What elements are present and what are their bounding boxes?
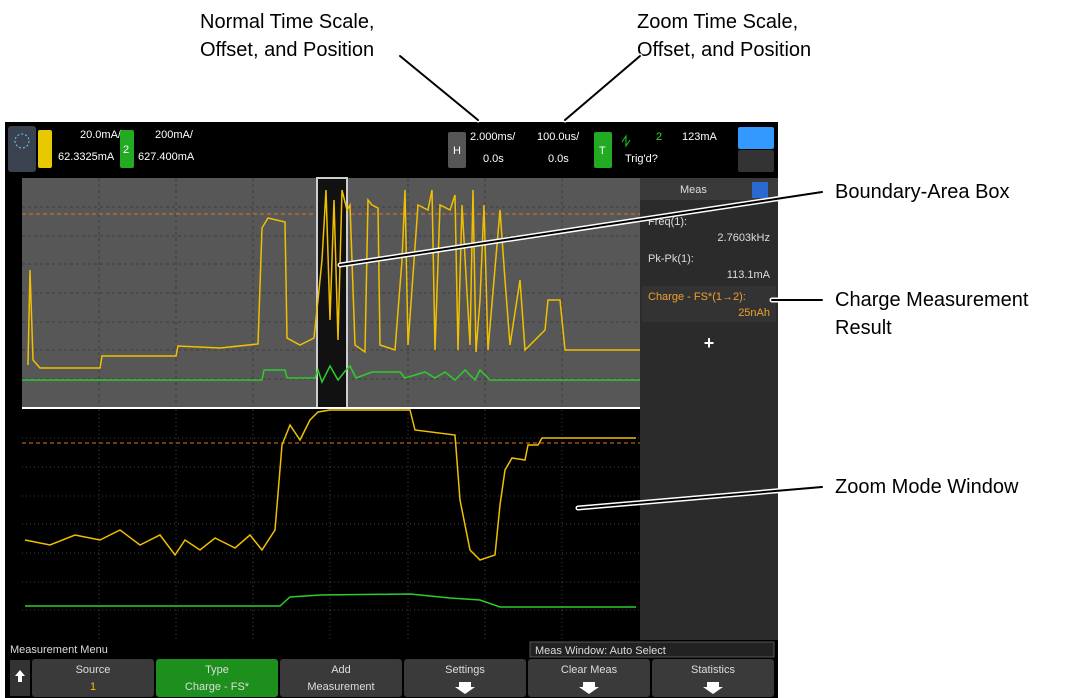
annotation: Zoom Mode Window xyxy=(835,476,1019,498)
softkey-value: Charge - FS* xyxy=(185,681,250,693)
meas-menu-button[interactable] xyxy=(752,182,768,198)
annotation: Normal Time Scale, xyxy=(200,11,375,33)
softkey-label: Source xyxy=(76,664,111,676)
zoom-offset: 0.0s xyxy=(548,153,569,165)
mode-button-2[interactable] xyxy=(738,150,774,172)
annotation: Offset, and Position xyxy=(637,39,811,61)
mode-button[interactable] xyxy=(738,127,774,149)
ch1-offset: 62.3325mA xyxy=(58,151,115,163)
meas-panel xyxy=(640,178,778,640)
annotation: Boundary-Area Box xyxy=(835,181,1010,203)
annotation: Charge Measurement xyxy=(835,289,1029,311)
meas-value: 113.1mA xyxy=(727,269,771,281)
trig-source: 2 xyxy=(656,131,662,143)
meas-label: Charge - FS*(1→2): xyxy=(648,291,746,303)
meas-value: 2.7603kHz xyxy=(717,232,770,244)
add-measurement[interactable]: + xyxy=(704,333,715,353)
zoom-scale: 100.0us/ xyxy=(537,131,580,143)
time-offset: 0.0s xyxy=(483,153,504,165)
logo-button[interactable] xyxy=(8,126,36,172)
ch1-scale: 20.0mA/ xyxy=(80,129,122,141)
time-scale: 2.000ms/ xyxy=(470,131,516,143)
annotation: Offset, and Position xyxy=(200,39,374,61)
softkey-value: Measurement xyxy=(307,681,374,693)
page: Normal Time Scale, Offset, and Position … xyxy=(0,0,1077,698)
meas-title: Meas xyxy=(680,184,707,196)
ch1-badge[interactable] xyxy=(38,130,52,168)
meas-window: Meas Window: Auto Select xyxy=(535,645,666,657)
softkey-label: Type xyxy=(205,664,229,676)
ch2-scale: 200mA/ xyxy=(155,129,194,141)
softkey-label: Add xyxy=(331,664,351,676)
trig-status: Trig'd? xyxy=(625,153,658,165)
annotation: Result xyxy=(835,317,892,339)
screenshot: Normal Time Scale, Offset, and Position … xyxy=(0,0,1077,698)
ch2-label: 2 xyxy=(123,144,129,156)
softkey-label: Settings xyxy=(445,664,485,676)
t-label: T xyxy=(599,145,606,157)
trig-level: 123mA xyxy=(682,131,718,143)
meas-label: Pk-Pk(1): xyxy=(648,253,694,265)
softkey-label: Clear Meas xyxy=(561,664,618,676)
softkey-value: 1 xyxy=(90,681,96,693)
meas-value: 25nAh xyxy=(738,307,770,319)
softkey-label: Statistics xyxy=(691,664,736,676)
menu-title: Measurement Menu xyxy=(10,644,108,656)
h-label: H xyxy=(453,145,461,157)
annotation: Zoom Time Scale, xyxy=(637,11,798,33)
ch2-offset: 627.400mA xyxy=(138,151,195,163)
